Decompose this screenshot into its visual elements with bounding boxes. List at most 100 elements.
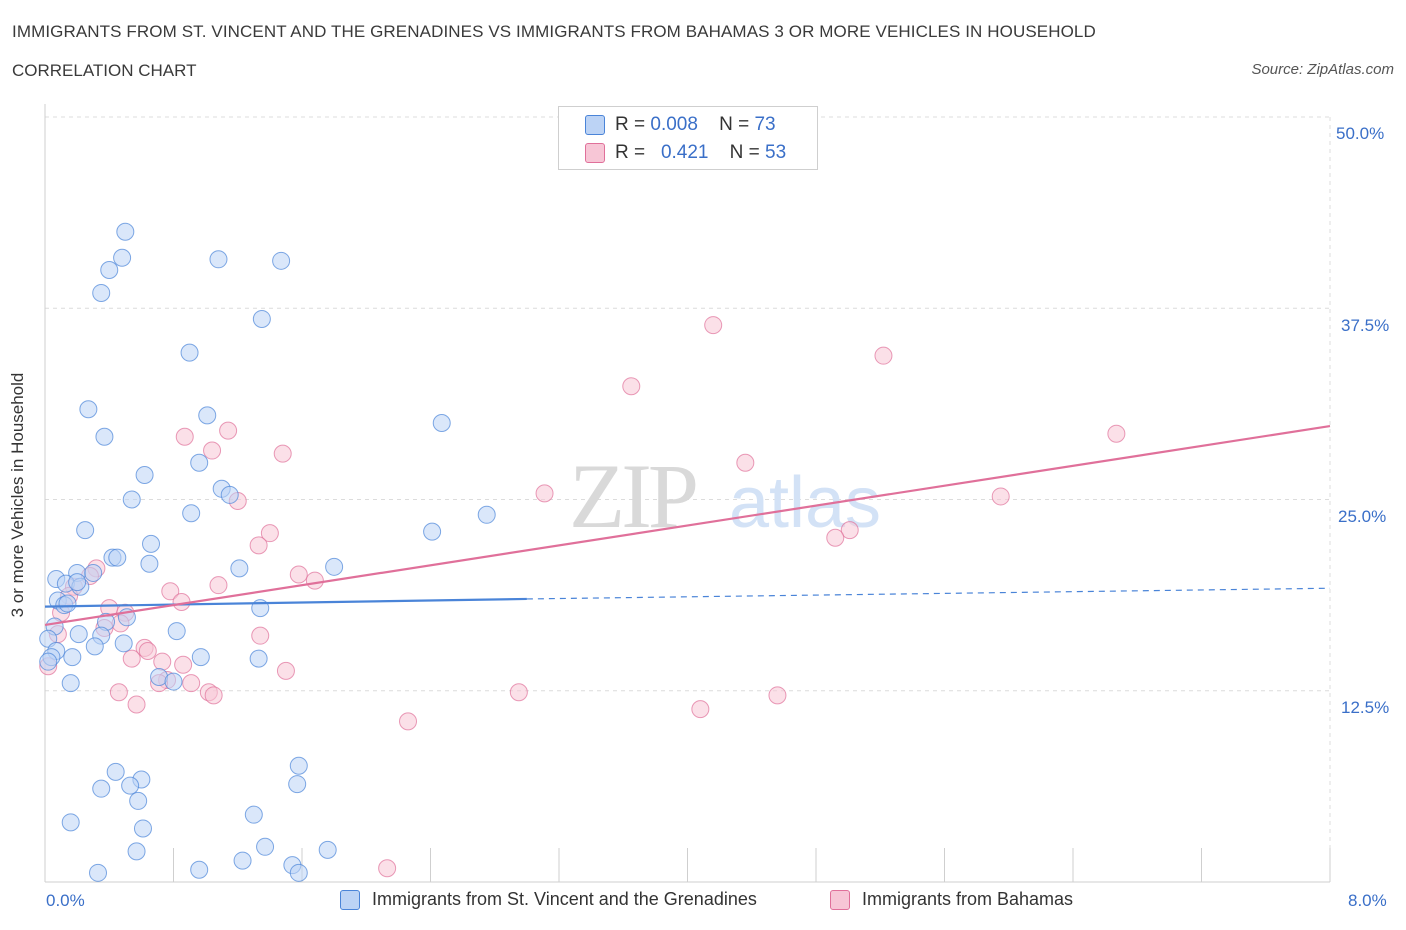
st-vincent-point bbox=[85, 637, 104, 656]
r-value: 0.008 bbox=[650, 114, 698, 135]
st-vincent-point bbox=[289, 863, 308, 882]
st-vincent-point bbox=[209, 250, 228, 269]
n-label: N = bbox=[719, 114, 750, 135]
st-vincent-point bbox=[423, 522, 442, 541]
watermark-zip: ZIP bbox=[569, 445, 696, 547]
st-vincent-point bbox=[325, 557, 344, 576]
bahamas-point bbox=[273, 444, 292, 463]
bahamas-point bbox=[219, 421, 238, 440]
st-vincent-trend-line bbox=[44, 597, 527, 608]
bahamas-point bbox=[174, 655, 193, 674]
n-label: N = bbox=[729, 142, 760, 163]
bahamas-point bbox=[1107, 424, 1126, 443]
legend-swatch-pink bbox=[830, 889, 850, 910]
st-vincent-point bbox=[140, 554, 159, 573]
legend-swatch-pink bbox=[585, 143, 605, 163]
bahamas-trend-line bbox=[44, 424, 1331, 627]
bahamas-point bbox=[991, 487, 1010, 506]
bahamas-point bbox=[768, 686, 787, 705]
r-value: 0.421 bbox=[660, 142, 709, 163]
bahamas-point bbox=[138, 641, 157, 660]
bahamas-point bbox=[691, 700, 710, 719]
st-vincent-point bbox=[61, 674, 80, 693]
st-vincent-point bbox=[129, 791, 148, 810]
bahamas-point bbox=[122, 649, 141, 668]
st-vincent-point bbox=[190, 453, 209, 472]
x-tick-max: 8.0% bbox=[1348, 891, 1387, 910]
st-vincent-point bbox=[58, 594, 77, 613]
st-vincent-point bbox=[180, 343, 199, 362]
bahamas-point bbox=[378, 859, 397, 878]
st-vincent-point bbox=[84, 563, 103, 582]
n-value: 53 bbox=[765, 142, 787, 163]
series-st-vincent-points bbox=[39, 222, 496, 882]
st-vincent-point bbox=[122, 490, 141, 509]
stats-legend: R = 0.008 N = 73 R = 0.421 N = 53 bbox=[558, 106, 818, 170]
st-vincent-point bbox=[142, 534, 161, 553]
y-tick-50: 50.0% bbox=[1336, 124, 1385, 143]
trend-lines bbox=[44, 424, 1331, 627]
bahamas-point bbox=[535, 484, 554, 503]
bahamas-point bbox=[251, 626, 270, 645]
series-legend: Immigrants from St. Vincent and the Gren… bbox=[0, 889, 1406, 915]
bahamas-point bbox=[736, 453, 755, 472]
legend-label: Immigrants from Bahamas bbox=[862, 889, 1074, 909]
st-vincent-point bbox=[252, 309, 271, 328]
bahamas-point bbox=[182, 674, 201, 693]
st-vincent-point bbox=[191, 648, 210, 667]
st-vincent-point bbox=[477, 505, 496, 524]
bahamas-point bbox=[127, 695, 146, 714]
bahamas-point bbox=[874, 346, 893, 365]
bahamas-point bbox=[289, 565, 308, 584]
st-vincent-point bbox=[106, 762, 125, 781]
st-vincent-point bbox=[133, 819, 152, 838]
r-label: R = bbox=[615, 114, 646, 135]
st-vincent-point bbox=[198, 406, 217, 425]
st-vincent-point bbox=[39, 652, 58, 671]
bahamas-point bbox=[109, 683, 128, 702]
bahamas-point bbox=[161, 582, 180, 601]
bahamas-point bbox=[509, 683, 528, 702]
st-vincent-point bbox=[288, 775, 307, 794]
st-vincent-point bbox=[190, 860, 209, 879]
st-vincent-point bbox=[135, 466, 154, 485]
source-label: Source: ZipAtlas.com bbox=[1251, 61, 1394, 78]
stats-row-bahamas: R = 0.421 N = 53 bbox=[585, 141, 786, 165]
st-vincent-point bbox=[220, 485, 239, 504]
st-vincent-point bbox=[432, 414, 451, 432]
st-vincent-point bbox=[127, 842, 146, 861]
series-bahamas-points bbox=[39, 316, 1126, 878]
chart-subtitle: CORRELATION CHART bbox=[12, 61, 197, 80]
bahamas-point bbox=[826, 528, 845, 547]
st-vincent-point bbox=[116, 222, 135, 241]
st-vincent-trend-extension bbox=[526, 587, 1331, 600]
bahamas-point bbox=[704, 316, 723, 335]
st-vincent-point bbox=[167, 622, 186, 641]
st-vincent-point bbox=[244, 805, 263, 824]
st-vincent-point bbox=[89, 863, 108, 882]
chart-title: IMMIGRANTS FROM ST. VINCENT AND THE GREN… bbox=[12, 22, 1096, 41]
st-vincent-point bbox=[95, 427, 114, 446]
y-tick-12-5: 12.5% bbox=[1341, 698, 1390, 717]
legend-item-st-vincent[interactable]: Immigrants from St. Vincent and the Gren… bbox=[340, 889, 757, 910]
bahamas-point bbox=[175, 427, 194, 446]
y-tick-25: 25.0% bbox=[1338, 507, 1387, 526]
bahamas-point bbox=[209, 576, 228, 595]
bahamas-point bbox=[260, 524, 279, 543]
st-vincent-point bbox=[92, 779, 111, 798]
bahamas-point bbox=[399, 712, 418, 731]
st-vincent-point bbox=[76, 521, 95, 540]
st-vincent-point bbox=[233, 851, 252, 870]
legend-item-bahamas[interactable]: Immigrants from Bahamas bbox=[830, 889, 1073, 910]
st-vincent-point bbox=[249, 649, 268, 668]
legend-label: Immigrants from St. Vincent and the Gren… bbox=[372, 889, 757, 909]
st-vincent-point bbox=[61, 813, 80, 832]
bahamas-point bbox=[840, 521, 859, 540]
legend-swatch-blue bbox=[585, 115, 605, 135]
st-vincent-point bbox=[113, 248, 132, 267]
st-vincent-point bbox=[289, 756, 308, 775]
st-vincent-point bbox=[182, 504, 201, 523]
bahamas-point bbox=[203, 441, 222, 460]
bahamas-point bbox=[305, 571, 324, 590]
